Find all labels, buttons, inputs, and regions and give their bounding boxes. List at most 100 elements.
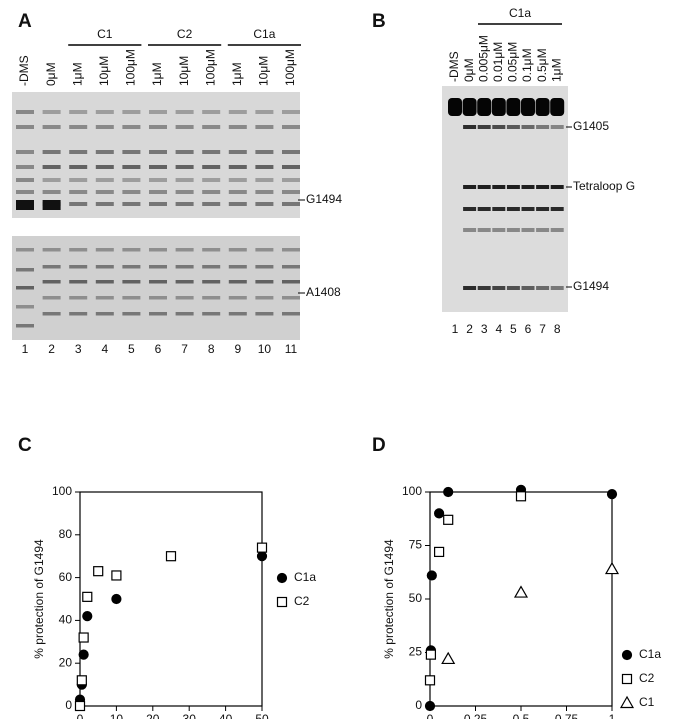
band bbox=[149, 110, 167, 114]
band bbox=[149, 190, 167, 194]
band bbox=[175, 248, 194, 252]
band bbox=[477, 98, 492, 116]
band bbox=[122, 110, 141, 114]
band bbox=[69, 296, 88, 300]
band bbox=[69, 178, 88, 182]
band bbox=[95, 202, 114, 206]
point bbox=[256, 551, 268, 562]
band bbox=[95, 178, 114, 182]
y-axis-label: % protection of G1494 bbox=[32, 539, 46, 659]
group-label: C2 bbox=[177, 27, 193, 41]
band bbox=[255, 165, 274, 169]
band bbox=[202, 165, 221, 169]
x-tick-label: 50 bbox=[255, 712, 269, 719]
band bbox=[255, 150, 274, 154]
band bbox=[175, 265, 194, 269]
point bbox=[78, 649, 89, 660]
lane-label: 10μM bbox=[257, 56, 271, 86]
band bbox=[282, 178, 300, 182]
gel bbox=[12, 236, 300, 340]
band bbox=[550, 207, 564, 211]
band bbox=[149, 125, 167, 129]
band bbox=[282, 202, 300, 206]
panel-label: B bbox=[372, 11, 386, 32]
y-tick-label: 0 bbox=[415, 698, 422, 712]
band bbox=[16, 110, 34, 114]
lane-label: -DMS bbox=[17, 55, 31, 86]
band bbox=[42, 125, 61, 129]
band bbox=[42, 190, 61, 194]
y-tick-label: 20 bbox=[59, 655, 73, 669]
y-tick-label: 75 bbox=[409, 538, 423, 552]
x-tick-label: 0.25 bbox=[464, 712, 488, 719]
point bbox=[424, 675, 436, 686]
band bbox=[282, 110, 300, 114]
lane-label: 100μM bbox=[124, 49, 138, 86]
point bbox=[604, 561, 620, 575]
band bbox=[202, 178, 221, 182]
band bbox=[506, 185, 520, 189]
band bbox=[202, 248, 221, 252]
y-tick-label: 0 bbox=[65, 698, 72, 712]
band bbox=[42, 200, 61, 210]
y-tick-label: 100 bbox=[52, 484, 72, 498]
band bbox=[175, 165, 194, 169]
point bbox=[513, 585, 529, 598]
band bbox=[255, 280, 274, 284]
y-tick-label: 80 bbox=[59, 527, 73, 541]
lane-number: 7 bbox=[539, 322, 546, 336]
band bbox=[448, 98, 462, 116]
lane-label: 1μM bbox=[150, 62, 164, 86]
band bbox=[463, 185, 477, 189]
point bbox=[82, 611, 93, 622]
band bbox=[255, 125, 274, 129]
band bbox=[175, 190, 194, 194]
band bbox=[122, 248, 141, 252]
lane-label: -DMS bbox=[447, 51, 461, 82]
band bbox=[255, 248, 274, 252]
band bbox=[521, 185, 535, 189]
legend-label: C2 bbox=[294, 594, 310, 608]
band bbox=[149, 296, 167, 300]
panel-label: D bbox=[372, 435, 386, 456]
band bbox=[122, 190, 141, 194]
point bbox=[441, 651, 456, 665]
band bbox=[42, 280, 61, 284]
panel-label: A bbox=[18, 11, 32, 32]
band bbox=[463, 228, 477, 232]
band bbox=[149, 178, 167, 182]
legend-label: C2 bbox=[639, 671, 655, 685]
band bbox=[149, 165, 167, 169]
band bbox=[16, 248, 34, 252]
x-tick-label: 0 bbox=[77, 712, 84, 719]
band bbox=[95, 248, 114, 252]
band bbox=[149, 265, 167, 269]
lane-number: 6 bbox=[525, 322, 532, 336]
band bbox=[228, 190, 247, 194]
band bbox=[282, 265, 300, 269]
band bbox=[228, 110, 247, 114]
band bbox=[492, 125, 506, 129]
band bbox=[16, 200, 34, 210]
band bbox=[149, 150, 167, 154]
band bbox=[282, 190, 300, 194]
point bbox=[76, 675, 87, 686]
band bbox=[95, 296, 114, 300]
band bbox=[95, 165, 114, 169]
y-tick-label: 25 bbox=[409, 645, 423, 659]
lane-number: 2 bbox=[48, 342, 55, 356]
lane-label: 0.005μM bbox=[476, 35, 490, 82]
plot-frame bbox=[79, 491, 263, 707]
band bbox=[95, 265, 114, 269]
band bbox=[521, 207, 535, 211]
band bbox=[477, 125, 491, 129]
band bbox=[16, 286, 34, 290]
y-axis-label: % protection of G1494 bbox=[382, 539, 396, 659]
band bbox=[492, 207, 506, 211]
point bbox=[426, 570, 437, 581]
band bbox=[463, 125, 477, 129]
band bbox=[521, 98, 535, 116]
legend-swatch bbox=[619, 695, 635, 709]
band bbox=[255, 190, 274, 194]
lane-label: 0.05μM bbox=[506, 42, 520, 82]
